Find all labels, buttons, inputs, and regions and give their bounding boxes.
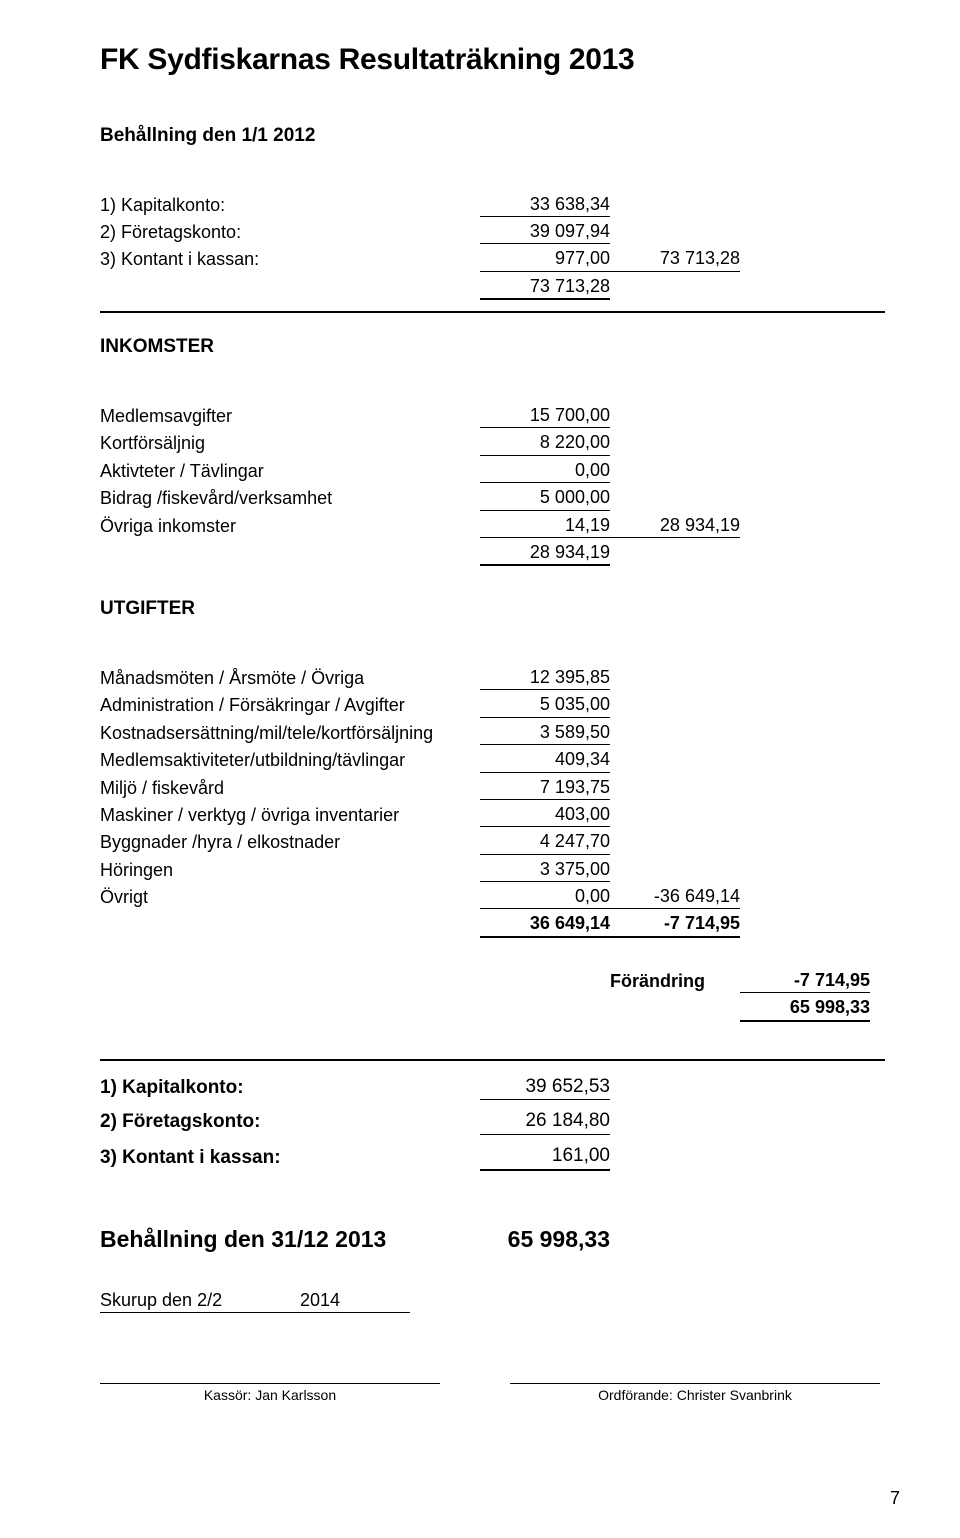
signature-place: Skurup den 2/2 [100, 1289, 280, 1313]
utgifter-label: Maskiner / verktyg / övriga inventarier [100, 804, 480, 827]
inkomster-carry-row: 28 934,19 [100, 541, 885, 566]
utgifter-value: 7 193,75 [480, 776, 610, 800]
closing-value: 39 652,53 [480, 1075, 610, 1101]
footer-signatures: Kassör: Jan Karlsson Ordförande: Christe… [100, 1383, 885, 1404]
utgifter-label: Kostnadsersättning/mil/tele/kortförsäljn… [100, 722, 480, 745]
inkomster-row: Aktivteter / Tävlingar 0,00 [100, 459, 885, 483]
utgifter-row: Miljö / fiskevård 7 193,75 [100, 776, 885, 800]
opening-carry-row: 73 713,28 [100, 275, 885, 300]
opening-value: 33 638,34 [480, 193, 610, 217]
opening-label: 2) Företagskonto: [100, 221, 480, 244]
change-carry-row: 65 998,33 [100, 996, 885, 1021]
inkomster-total: 28 934,19 [610, 514, 740, 538]
inkomster-carry: 28 934,19 [480, 541, 610, 566]
inkomster-value: 14,19 [480, 514, 610, 538]
change-value: -7 714,95 [740, 969, 870, 993]
opening-row: 2) Företagskonto: 39 097,94 [100, 220, 885, 244]
inkomster-row: Kortförsäljnig 8 220,00 [100, 431, 885, 455]
opening-carry: 73 713,28 [480, 275, 610, 300]
utgifter-row: Kostnadsersättning/mil/tele/kortförsäljn… [100, 721, 885, 745]
change-row: Förändring -7 714,95 [100, 969, 885, 993]
closing-row: 2) Företagskonto: 26 184,80 [100, 1109, 885, 1135]
closing-row: 1) Kapitalkonto: 39 652,53 [100, 1075, 885, 1101]
inkomster-value: 8 220,00 [480, 431, 610, 455]
utgifter-label: Höringen [100, 859, 480, 882]
closing-label: 3) Kontant i kassan: [100, 1146, 480, 1171]
closing-balance-label: Behållning den 31/12 2013 [100, 1225, 480, 1255]
inkomster-label: Bidrag /fiskevård/verksamhet [100, 487, 480, 510]
page-number: 7 [890, 1487, 900, 1510]
utgifter-row: Höringen 3 375,00 [100, 858, 885, 882]
closing-balance-value: 65 998,33 [480, 1225, 610, 1255]
utgifter-total-right: -36 649,14 [610, 885, 740, 909]
utgifter-value: 0,00 [480, 885, 610, 909]
change-label: Förändring [610, 970, 740, 993]
utgifter-carry-row: 36 649,14 -7 714,95 [100, 912, 885, 937]
utgifter-row: Maskiner / verktyg / övriga inventarier … [100, 803, 885, 827]
utgifter-label: Övrigt [100, 886, 480, 909]
inkomster-row: Övriga inkomster 14,19 28 934,19 [100, 514, 885, 538]
utgifter-row: Månadsmöten / Årsmöte / Övriga 12 395,85 [100, 666, 885, 690]
inkomster-label: Kortförsäljnig [100, 432, 480, 455]
signature-date-row: Skurup den 2/2 2014 [100, 1289, 885, 1313]
utgifter-carry-right: -7 714,95 [610, 912, 740, 937]
opening-total: 73 713,28 [610, 247, 740, 271]
utgifter-value: 3 589,50 [480, 721, 610, 745]
signature-ordforande: Ordförande: Christer Svanbrink [510, 1383, 880, 1404]
closing-value: 161,00 [480, 1144, 610, 1171]
utgifter-label: Miljö / fiskevård [100, 777, 480, 800]
utgifter-label: Medlemsaktiviteter/utbildning/tävlingar [100, 749, 480, 772]
inkomster-value: 15 700,00 [480, 404, 610, 428]
inkomster-label: Aktivteter / Tävlingar [100, 460, 480, 483]
utgifter-value: 403,00 [480, 803, 610, 827]
utgifter-row: Byggnader /hyra / elkostnader 4 247,70 [100, 830, 885, 854]
utgifter-value: 5 035,00 [480, 693, 610, 717]
opening-label: 3) Kontant i kassan: [100, 248, 480, 271]
utgifter-label: Månadsmöten / Årsmöte / Övriga [100, 667, 480, 690]
utgifter-value: 4 247,70 [480, 830, 610, 854]
utgifter-value: 12 395,85 [480, 666, 610, 690]
utgifter-heading: UTGIFTER [100, 597, 885, 622]
inkomster-value: 0,00 [480, 459, 610, 483]
opening-label: 1) Kapitalkonto: [100, 194, 480, 217]
utgifter-carry-mid: 36 649,14 [480, 912, 610, 937]
opening-value: 977,00 [480, 247, 610, 271]
signature-kassor: Kassör: Jan Karlsson [100, 1383, 440, 1404]
inkomster-label: Medlemsavgifter [100, 405, 480, 428]
opening-row: 1) Kapitalkonto: 33 638,34 [100, 193, 885, 217]
change-carry: 65 998,33 [740, 996, 870, 1021]
inkomster-heading: INKOMSTER [100, 335, 885, 360]
closing-label: 1) Kapitalkonto: [100, 1076, 480, 1101]
page-title: FK Sydfiskarnas Resultaträkning 2013 [100, 40, 885, 79]
closing-row: 3) Kontant i kassan: 161,00 [100, 1144, 885, 1171]
utgifter-label: Administration / Försäkringar / Avgifter [100, 694, 480, 717]
utgifter-label: Byggnader /hyra / elkostnader [100, 831, 480, 854]
utgifter-row: Medlemsaktiviteter/utbildning/tävlingar … [100, 748, 885, 772]
closing-value: 26 184,80 [480, 1109, 610, 1135]
inkomster-value: 5 000,00 [480, 486, 610, 510]
utgifter-value: 409,34 [480, 748, 610, 772]
inkomster-row: Bidrag /fiskevård/verksamhet 5 000,00 [100, 486, 885, 510]
opening-row: 3) Kontant i kassan: 977,00 73 713,28 [100, 247, 885, 271]
utgifter-row: Administration / Försäkringar / Avgifter… [100, 693, 885, 717]
utgifter-row: Övrigt 0,00 -36 649,14 [100, 885, 885, 909]
closing-balance-row: Behållning den 31/12 2013 65 998,33 [100, 1225, 885, 1255]
inkomster-label: Övriga inkomster [100, 515, 480, 538]
opening-value: 39 097,94 [480, 220, 610, 244]
opening-heading: Behållning den 1/1 2012 [100, 124, 885, 149]
inkomster-row: Medlemsavgifter 15 700,00 [100, 404, 885, 428]
closing-label: 2) Företagskonto: [100, 1110, 480, 1135]
signature-year: 2014 [280, 1289, 410, 1313]
utgifter-value: 3 375,00 [480, 858, 610, 882]
